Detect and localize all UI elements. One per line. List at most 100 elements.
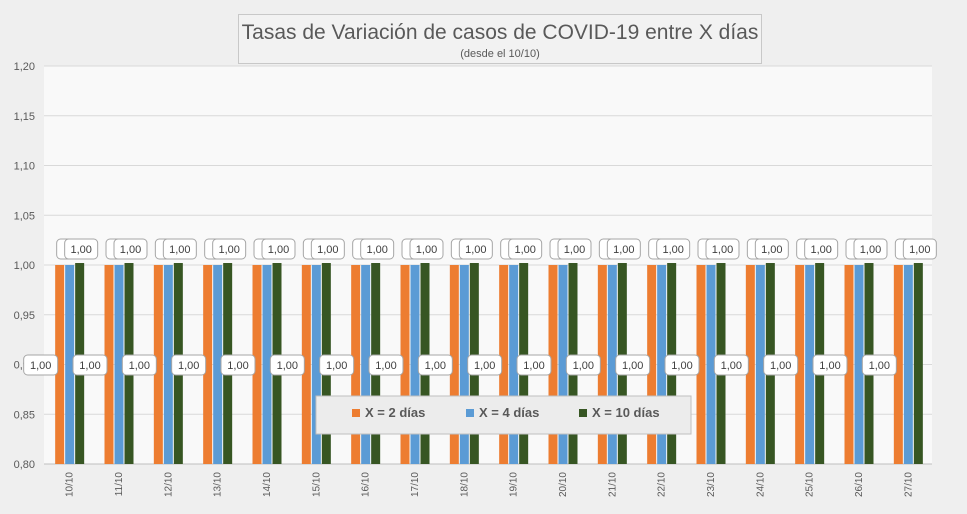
bar: [213, 265, 223, 464]
data-label-text: 1,00: [277, 360, 298, 372]
data-label-x10: 1,00: [360, 238, 395, 260]
legend-swatch: [466, 409, 474, 417]
data-label-box: [64, 238, 99, 260]
bar: [558, 265, 568, 464]
bar: [410, 265, 420, 464]
data-label-x10: 1,00: [261, 238, 296, 260]
data-label-box: [615, 354, 651, 376]
chart-subtitle: (desde el 10/10): [460, 48, 540, 60]
x-tick-label: 13/10: [213, 472, 224, 497]
data-label-box: [72, 354, 108, 376]
data-label-text: 1,00: [514, 244, 535, 256]
data-label-box: [812, 354, 848, 376]
data-label-x10: 1,00: [557, 238, 592, 260]
data-label-box: [565, 354, 601, 376]
data-label-x10: 1,00: [902, 238, 937, 260]
data-label-x10: 1,00: [162, 238, 197, 260]
data-label-x10: 1,00: [508, 238, 543, 260]
data-label-text: 1,00: [416, 244, 437, 256]
data-label-text: 1,00: [129, 360, 150, 372]
data-label-box: [417, 354, 453, 376]
data-label-box: [508, 238, 543, 260]
data-label-x2: 1,00: [565, 354, 601, 376]
data-label-box: [261, 238, 296, 260]
data-label-box: [409, 238, 444, 260]
data-label-text: 1,00: [178, 360, 199, 372]
bar: [696, 265, 706, 464]
data-label-text: 1,00: [169, 244, 190, 256]
bar: [755, 265, 765, 464]
x-tick-label: 17/10: [410, 472, 421, 497]
data-label-x10: 1,00: [754, 238, 789, 260]
x-tick-label: 21/10: [607, 472, 618, 497]
x-tick-label: 20/10: [558, 472, 569, 497]
data-label-x2: 1,00: [417, 354, 453, 376]
bar: [647, 265, 657, 464]
data-label-x2: 1,00: [615, 354, 651, 376]
data-label-x10: 1,00: [705, 238, 740, 260]
data-label-box: [171, 354, 207, 376]
bar: [104, 265, 114, 464]
bar: [361, 265, 371, 464]
data-label-text: 1,00: [375, 360, 396, 372]
x-tick-label: 19/10: [509, 472, 520, 497]
y-tick-label: 0,85: [14, 409, 35, 421]
data-label-box: [804, 238, 839, 260]
data-label-x2: 1,00: [121, 354, 157, 376]
chart-title-box: Tasas de Variación de casos de COVID-19 …: [238, 14, 762, 64]
y-tick-label: 0,95: [14, 310, 35, 322]
bar: [301, 265, 311, 464]
data-label-box: [319, 354, 355, 376]
data-label-x10: 1,00: [804, 238, 839, 260]
data-label-box: [23, 354, 59, 376]
data-label-text: 1,00: [761, 244, 782, 256]
data-label-text: 1,00: [573, 360, 594, 372]
x-tick-label: 18/10: [459, 472, 470, 497]
x-tick-label: 16/10: [361, 472, 372, 497]
bar: [459, 265, 469, 464]
data-label-text: 1,00: [227, 360, 248, 372]
data-label-box: [705, 238, 740, 260]
x-tick-label: 15/10: [311, 472, 322, 497]
data-label-box: [656, 238, 691, 260]
bar: [893, 265, 903, 464]
bar: [597, 265, 607, 464]
data-label-text: 1,00: [712, 244, 733, 256]
bar: [400, 265, 410, 464]
bar: [854, 265, 864, 464]
data-label-box: [664, 354, 700, 376]
data-label-box: [902, 238, 937, 260]
y-tick-label: 1,00: [14, 260, 35, 272]
bar: [903, 265, 913, 464]
bar: [311, 265, 321, 464]
data-label-text: 1,00: [317, 244, 338, 256]
y-tick-label: 1,15: [14, 111, 35, 123]
data-label-box: [458, 238, 493, 260]
data-label-text: 1,00: [474, 360, 495, 372]
legend-box: [315, 395, 692, 435]
bar: [449, 265, 459, 464]
data-label-box: [606, 238, 641, 260]
data-label-x2: 1,00: [269, 354, 305, 376]
bar: [805, 265, 815, 464]
legend: X = 2 días X = 4 días X = 10 días: [315, 395, 692, 435]
data-label-x10: 1,00: [606, 238, 641, 260]
bar: [548, 265, 558, 464]
data-label-box: [121, 354, 157, 376]
data-label-x10: 1,00: [113, 238, 148, 260]
data-label-x2: 1,00: [516, 354, 552, 376]
data-label-box: [763, 354, 799, 376]
bar: [745, 265, 755, 464]
data-label-x2: 1,00: [171, 354, 207, 376]
data-label-box: [557, 238, 592, 260]
data-label-text: 1,00: [30, 360, 51, 372]
data-label-x10: 1,00: [656, 238, 691, 260]
bar: [607, 265, 617, 464]
data-label-x2: 1,00: [664, 354, 700, 376]
data-label-box: [310, 238, 345, 260]
data-label-text: 1,00: [366, 244, 387, 256]
data-label-text: 1,00: [770, 360, 791, 372]
legend-swatch: [352, 409, 360, 417]
data-label-text: 1,00: [564, 244, 585, 256]
